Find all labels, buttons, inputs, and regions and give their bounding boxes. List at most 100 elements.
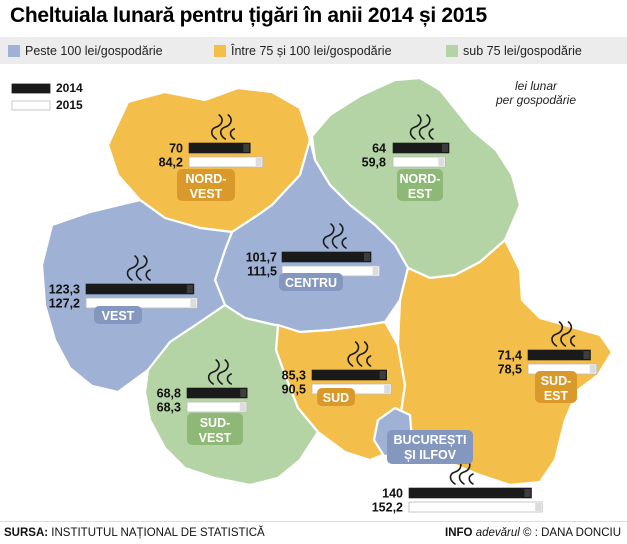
year-legend: 2014 2015 (11, 81, 83, 112)
bar-2014 (186, 387, 248, 399)
legend-swatch (8, 45, 20, 57)
value-label-2015: 111,5 (247, 265, 277, 279)
bar-2014 (527, 349, 591, 361)
smoke-icon (409, 114, 434, 140)
value-label-2015: 127,2 (49, 297, 80, 311)
bar-2015 (392, 156, 446, 168)
bar-2014 (392, 142, 450, 154)
bar-2015 (186, 401, 248, 413)
region-name-box (397, 169, 443, 201)
year-legend-label: 2014 (56, 81, 83, 95)
cigarette-filter-icon (524, 489, 531, 497)
brand-name: adevărul (475, 527, 520, 539)
smoke-icon (347, 341, 372, 367)
bar-2014 (311, 369, 387, 381)
year-legend-swatch-2014 (11, 83, 51, 94)
smoke-icon (551, 321, 576, 347)
cigarette-filter-icon (583, 351, 590, 359)
region-name: ȘI ILFOV (404, 448, 457, 462)
region-name: VEST (190, 187, 223, 201)
region-name: NORD- (400, 172, 441, 186)
credit-note: INFO adevărul © : DANA DONCIU (445, 527, 621, 539)
bar-2014 (85, 283, 195, 295)
unit-note: per gospodărie (495, 93, 576, 107)
bar-2015 (408, 501, 543, 513)
title-bar: Cheltuiala lunară pentru țigări în anii … (0, 0, 627, 37)
cigarette-filter-icon (190, 299, 197, 307)
region-name: NORD- (186, 172, 227, 186)
smoke-icon (322, 223, 347, 249)
value-label-2014: 123,3 (49, 283, 80, 297)
cigarette-filter-icon (438, 158, 445, 166)
legend-label: Peste 100 lei/gospodărie (25, 44, 163, 58)
chart-title: Cheltuiala lunară pentru țigări în anii … (10, 4, 487, 27)
region-name-box (94, 306, 142, 324)
value-label-2014: 70 (169, 142, 183, 156)
bar-2014 (408, 487, 532, 499)
year-legend-swatch-2015 (11, 100, 51, 111)
copyright-sign: © (523, 527, 532, 539)
region-name: BUCUREȘTI (394, 433, 467, 447)
cigarette-filter-icon (589, 365, 596, 373)
value-label-2014: 68,8 (157, 387, 181, 401)
region-datalabel: 71,478,5 SUD-EST (498, 321, 598, 403)
cigarette-filter-icon (186, 285, 193, 293)
legend-item-intre-75-100: Între 75 și 100 lei/gospodărie (214, 44, 392, 58)
cigarette-filter-icon (379, 371, 386, 379)
region-name-box (387, 430, 473, 464)
source-note: SURSA: INSTITUTUL NAȚIONAL DE STATISTICĂ (4, 527, 265, 539)
cigarette-filter-icon (255, 158, 262, 166)
legend-swatch (214, 45, 226, 57)
region-name: SUD- (200, 416, 231, 430)
cigarette-filter-icon (372, 267, 379, 275)
author-name: : DANA DONCIU (534, 527, 621, 539)
value-label-2015: 78,5 (498, 363, 522, 377)
value-label-2015: 59,8 (362, 156, 386, 170)
region-name-box (177, 169, 235, 201)
legend-item-peste-100: Peste 100 lei/gospodărie (8, 44, 163, 58)
category-legend: Peste 100 lei/gospodărie Între 75 și 100… (0, 37, 627, 64)
region-name-box (279, 273, 343, 291)
value-label-2015: 152,2 (372, 501, 403, 515)
romania-map: 7084,2NORD-VEST6459,8NORD-EST101,7111,5C… (11, 76, 614, 515)
source-text: INSTITUTUL NAȚIONAL DE STATISTICĂ (51, 527, 265, 539)
region-name: EST (408, 187, 433, 201)
value-label-2014: 140 (382, 487, 403, 501)
region-name: VEST (102, 309, 135, 323)
cigarette-filter-icon (239, 403, 246, 411)
year-legend-label: 2015 (56, 98, 83, 112)
smoke-icon (126, 255, 151, 281)
region-name: SUD- (541, 374, 572, 388)
value-label-2014: 101,7 (246, 251, 277, 265)
region-name: CENTRU (285, 276, 337, 290)
value-label-2015: 68,3 (157, 401, 181, 415)
cigarette-filter-icon (384, 385, 391, 393)
info-label: INFO (445, 527, 473, 539)
source-label: SURSA: (4, 527, 49, 539)
region-name: VEST (199, 431, 232, 445)
value-label-2014: 71,4 (498, 349, 522, 363)
cigarette-filter-icon (535, 503, 542, 511)
region-name: EST (544, 389, 569, 403)
region-datalabel: 85,390,5 SUD (282, 341, 392, 406)
footer: SURSA: INSTITUTUL NAȚIONAL DE STATISTICĂ… (0, 521, 627, 544)
legend-label: Între 75 și 100 lei/gospodărie (231, 44, 392, 58)
bar-2014 (281, 251, 372, 263)
cigarette-filter-icon (243, 144, 250, 152)
bar-2015 (85, 297, 198, 309)
region-name-box (317, 388, 355, 406)
bar-2015 (188, 156, 264, 168)
legend-swatch (446, 45, 458, 57)
cigarette-filter-icon (442, 144, 448, 152)
unit-note: lei lunar (515, 79, 558, 93)
legend-label: sub 75 lei/gospodărie (463, 44, 582, 58)
region-name-box (535, 371, 577, 403)
value-label-2014: 64 (372, 142, 386, 156)
region-name: SUD (323, 391, 349, 405)
value-label-2015: 84,2 (159, 156, 183, 170)
